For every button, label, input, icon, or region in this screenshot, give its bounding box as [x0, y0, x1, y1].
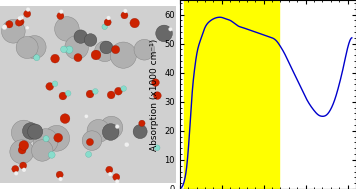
- Circle shape: [44, 125, 70, 151]
- Circle shape: [52, 81, 58, 87]
- Circle shape: [82, 131, 102, 150]
- Circle shape: [23, 36, 46, 59]
- Circle shape: [66, 91, 71, 96]
- Circle shape: [59, 9, 63, 14]
- Circle shape: [14, 171, 18, 176]
- Circle shape: [107, 91, 115, 99]
- Circle shape: [87, 139, 94, 146]
- Circle shape: [2, 25, 7, 30]
- Circle shape: [74, 53, 82, 62]
- Circle shape: [110, 42, 136, 68]
- Circle shape: [168, 27, 172, 31]
- Circle shape: [115, 125, 119, 129]
- Circle shape: [66, 46, 73, 53]
- Circle shape: [10, 140, 34, 164]
- Circle shape: [91, 50, 101, 60]
- Circle shape: [16, 36, 38, 58]
- Circle shape: [19, 141, 28, 150]
- Circle shape: [123, 9, 127, 13]
- Circle shape: [43, 136, 49, 142]
- Circle shape: [59, 92, 67, 100]
- Circle shape: [124, 142, 129, 147]
- Circle shape: [85, 151, 91, 157]
- FancyBboxPatch shape: [0, 6, 176, 183]
- Circle shape: [104, 19, 111, 26]
- Circle shape: [102, 24, 108, 29]
- Circle shape: [139, 120, 145, 126]
- Circle shape: [84, 34, 97, 46]
- Circle shape: [95, 41, 115, 62]
- Circle shape: [56, 171, 63, 178]
- Circle shape: [106, 16, 111, 20]
- Circle shape: [106, 166, 113, 173]
- Circle shape: [22, 168, 26, 172]
- Circle shape: [12, 166, 19, 173]
- Circle shape: [18, 146, 26, 154]
- Circle shape: [115, 87, 122, 95]
- Circle shape: [65, 36, 88, 59]
- Circle shape: [115, 179, 119, 184]
- Circle shape: [134, 39, 155, 60]
- Circle shape: [74, 30, 87, 43]
- Circle shape: [111, 46, 120, 54]
- Circle shape: [15, 19, 22, 26]
- Circle shape: [17, 18, 24, 25]
- Circle shape: [33, 129, 58, 153]
- Circle shape: [121, 86, 126, 91]
- Circle shape: [84, 114, 88, 118]
- Circle shape: [113, 174, 120, 181]
- Circle shape: [22, 123, 39, 139]
- Circle shape: [54, 133, 63, 142]
- Circle shape: [121, 12, 128, 19]
- Circle shape: [153, 92, 161, 99]
- Circle shape: [86, 90, 94, 98]
- Circle shape: [23, 10, 31, 17]
- Circle shape: [33, 55, 40, 61]
- Circle shape: [20, 162, 27, 169]
- Circle shape: [19, 15, 23, 19]
- Circle shape: [1, 19, 25, 43]
- Circle shape: [100, 116, 123, 139]
- Circle shape: [6, 21, 13, 28]
- Circle shape: [93, 89, 98, 94]
- Circle shape: [133, 125, 147, 139]
- Circle shape: [51, 54, 59, 63]
- Circle shape: [61, 46, 67, 53]
- Circle shape: [155, 145, 160, 151]
- Circle shape: [32, 140, 53, 161]
- Y-axis label: Absorption (x1000 cm⁻¹): Absorption (x1000 cm⁻¹): [150, 38, 159, 151]
- Circle shape: [152, 79, 159, 86]
- Circle shape: [11, 120, 36, 145]
- Circle shape: [108, 172, 112, 176]
- Circle shape: [57, 12, 64, 19]
- Circle shape: [156, 25, 172, 42]
- Circle shape: [26, 26, 29, 30]
- Circle shape: [26, 7, 30, 12]
- Circle shape: [100, 41, 112, 54]
- Circle shape: [58, 177, 63, 181]
- Circle shape: [18, 16, 22, 20]
- Circle shape: [87, 119, 110, 142]
- Circle shape: [27, 124, 43, 139]
- Circle shape: [60, 114, 70, 123]
- Circle shape: [48, 152, 55, 158]
- Circle shape: [46, 83, 54, 90]
- Circle shape: [103, 124, 119, 140]
- Circle shape: [130, 18, 140, 28]
- Circle shape: [54, 17, 79, 41]
- Bar: [184, 0, 279, 189]
